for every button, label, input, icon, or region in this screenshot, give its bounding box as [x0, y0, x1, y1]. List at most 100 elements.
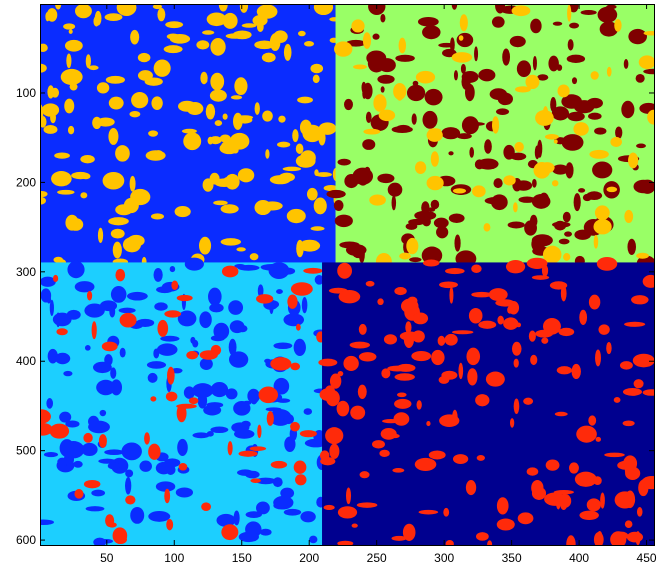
region-blob: [569, 22, 580, 29]
region-blob: [422, 259, 440, 267]
region-blob: [636, 143, 646, 149]
region-blob: [391, 195, 397, 211]
region-blob: [369, 194, 386, 206]
y-tick-label: 600: [16, 533, 36, 547]
region-blob: [233, 112, 243, 130]
region-blob: [192, 432, 210, 439]
region-blob: [199, 350, 218, 360]
region-blob: [258, 386, 279, 404]
y-tick-label: 100: [16, 86, 36, 100]
region-blob: [445, 268, 465, 275]
region-blob: [615, 126, 623, 139]
region-blob: [393, 82, 407, 100]
region-blob: [407, 296, 418, 305]
region-blob: [553, 139, 558, 144]
region-blob: [365, 111, 372, 124]
region-blob: [509, 418, 515, 428]
region-blob: [270, 357, 292, 371]
region-blob: [422, 216, 431, 227]
region-blob: [345, 244, 367, 256]
region-blob: [366, 50, 387, 66]
region-blob: [344, 174, 359, 189]
region-blob: [564, 231, 572, 237]
region-blob: [208, 287, 222, 306]
region-blob: [273, 342, 293, 350]
region-blob: [237, 168, 255, 183]
region-blob: [626, 531, 644, 543]
region-blob: [573, 122, 589, 136]
region-blob: [237, 324, 248, 333]
axes-frame: [40, 4, 655, 546]
region-blob: [153, 59, 171, 77]
region-blob: [452, 188, 467, 194]
region-blob: [53, 256, 64, 263]
region-blob: [458, 362, 464, 380]
region-blob: [245, 511, 262, 519]
region-blob: [474, 46, 479, 62]
region-blob: [55, 4, 62, 10]
region-blob: [118, 307, 136, 314]
region-blob: [67, 260, 85, 279]
region-blob: [219, 134, 231, 143]
region-blob: [531, 234, 553, 247]
region-blob: [309, 535, 318, 544]
region-blob: [532, 178, 537, 188]
region-blob: [210, 335, 225, 342]
region-blob: [157, 319, 169, 337]
region-blob: [115, 145, 130, 162]
region-blob: [176, 294, 193, 302]
region-blob: [300, 511, 316, 523]
region-blob: [300, 150, 316, 166]
y-tick-label: 300: [16, 265, 36, 279]
region-blob: [206, 402, 224, 408]
region-blob: [460, 63, 466, 74]
region-blob: [396, 392, 407, 398]
region-blob: [622, 388, 643, 396]
region-blob: [84, 344, 91, 351]
region-blob: [541, 337, 549, 344]
region-blob: [230, 95, 243, 100]
region-blob: [351, 523, 358, 528]
region-blob: [56, 328, 68, 336]
region-blob: [337, 262, 353, 279]
region-blob: [624, 209, 634, 224]
region-blob: [478, 320, 497, 329]
region-blob: [295, 143, 304, 154]
region-blob: [303, 408, 313, 415]
region-blob: [458, 35, 464, 41]
region-blob: [351, 19, 365, 33]
region-blob: [379, 449, 390, 457]
region-blob: [221, 524, 239, 541]
region-blob: [636, 252, 649, 259]
region-blob: [511, 5, 531, 17]
region-blob: [363, 128, 381, 135]
region-blob: [617, 460, 635, 470]
region-blob: [586, 498, 601, 512]
region-blob: [604, 452, 625, 458]
region-blob: [518, 196, 536, 203]
region-blob: [542, 245, 562, 264]
region-blob: [104, 449, 125, 456]
region-blob: [303, 267, 323, 274]
region-blob: [372, 33, 380, 40]
region-blob: [192, 383, 214, 398]
region-blob: [568, 4, 579, 13]
region-blob: [270, 460, 288, 469]
region-blob: [256, 4, 278, 19]
region-blob: [531, 479, 544, 496]
region-blob: [393, 412, 410, 426]
region-blob: [148, 443, 161, 460]
region-blob: [318, 122, 337, 135]
region-blob: [558, 493, 572, 508]
region-blob: [255, 477, 276, 485]
region-blob: [86, 290, 93, 301]
region-blob: [422, 110, 438, 129]
region-blob: [594, 205, 610, 221]
region-blob: [323, 185, 339, 192]
region-blob: [614, 19, 622, 32]
region-blob: [266, 411, 274, 426]
region-blob: [278, 115, 286, 123]
region-blob: [40, 196, 46, 205]
region-blob: [528, 330, 536, 342]
region-blob: [105, 75, 125, 84]
